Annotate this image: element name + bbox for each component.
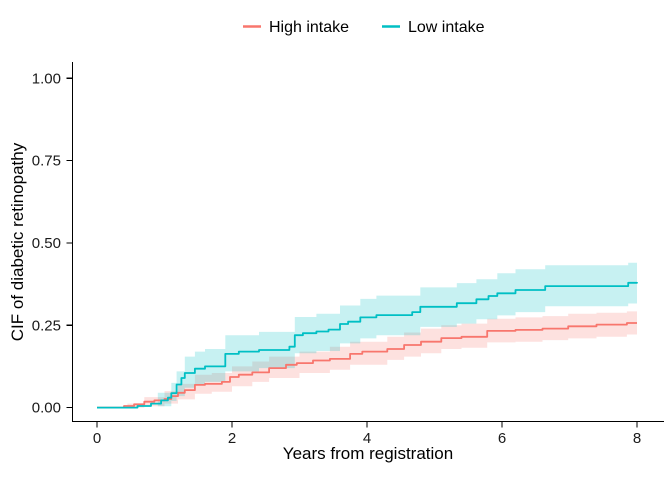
y-tick-label: 0.75 (32, 153, 61, 170)
survival-curves (97, 281, 638, 409)
curve-low-intake (97, 281, 638, 409)
curve-high-intake (97, 322, 637, 409)
x-tick-label: 8 (633, 430, 641, 447)
x-tick-label: 0 (93, 430, 101, 447)
band-low-intake (157, 262, 638, 407)
y-tick-label: 0.50 (32, 235, 61, 252)
y-tick-label: 0.25 (32, 317, 61, 334)
axis-tick-labels: 0 2 4 6 8 0.00 0.25 0.50 0.75 1.00 (32, 70, 641, 447)
y-tick-label: 1.00 (32, 70, 61, 87)
axis-ticks (66, 77, 638, 428)
x-axis-title: Years from registration (283, 444, 453, 463)
y-tick-label: 0.00 (32, 400, 61, 417)
x-tick-label: 2 (228, 430, 236, 447)
legend: High intake Low intake (243, 19, 485, 36)
legend-label-low-intake: Low intake (408, 19, 485, 36)
band-high-intake (127, 311, 638, 408)
legend-label-high-intake: High intake (269, 19, 349, 36)
x-tick-label: 6 (498, 430, 506, 447)
confidence-bands (127, 262, 638, 408)
x-tick-label: 4 (363, 430, 371, 447)
y-axis-title: CIF of diabetic retinopathy (8, 142, 27, 341)
